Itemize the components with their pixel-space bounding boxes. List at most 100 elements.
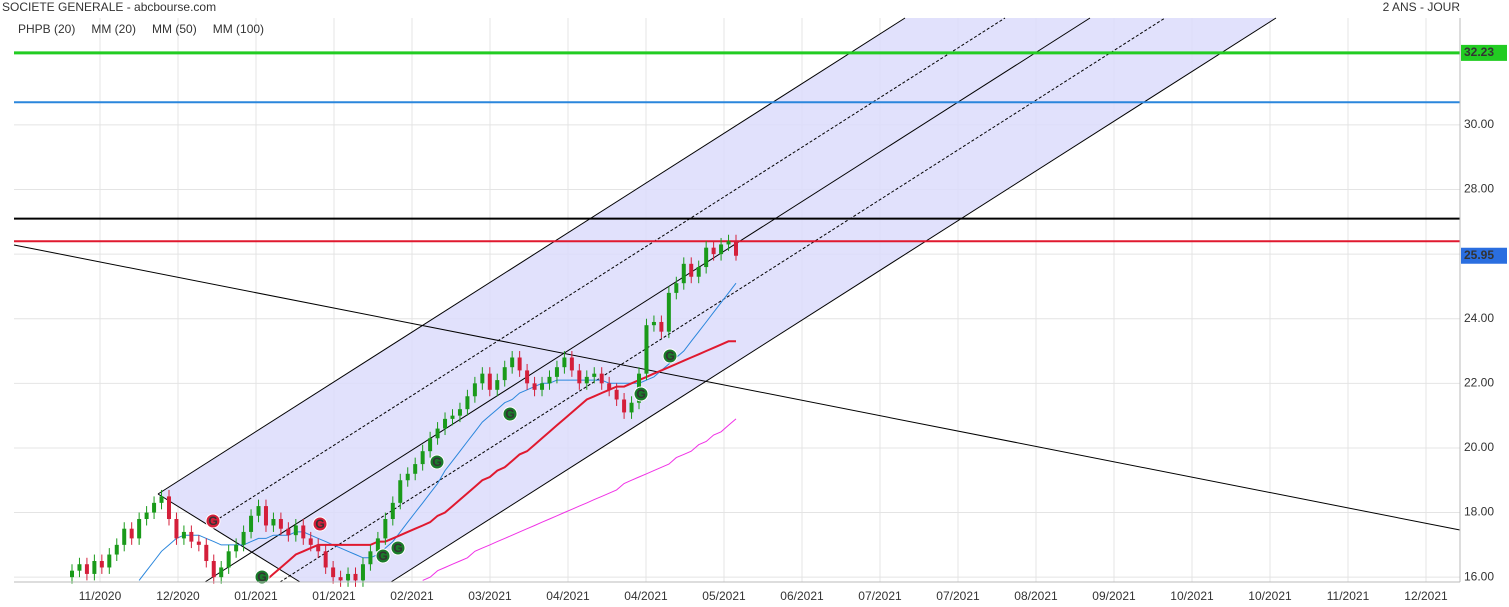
candle-body <box>487 373 492 390</box>
candle-body <box>719 244 724 255</box>
candle-body <box>286 528 291 536</box>
candle-body <box>70 570 74 578</box>
x-tick-label: 04/2021 <box>624 589 668 603</box>
candle-body <box>166 496 171 520</box>
candle-body <box>234 544 239 552</box>
price-label-box <box>1461 247 1507 264</box>
candle-body <box>107 554 112 568</box>
signal-marker <box>633 386 649 402</box>
candle-body <box>293 525 298 536</box>
candle-body <box>711 247 716 255</box>
moving-average <box>265 340 736 582</box>
candle-body <box>92 561 97 574</box>
candle-body <box>517 357 522 371</box>
candle-body <box>540 383 545 390</box>
candle-body <box>681 263 686 284</box>
candle-body <box>144 512 149 520</box>
candle-body <box>457 409 462 416</box>
candle-body <box>114 544 119 555</box>
candle-body <box>696 267 701 277</box>
candle-body <box>368 551 373 565</box>
legend-entry: MM (20) <box>91 22 136 36</box>
price-label: 25.95 <box>1464 248 1494 262</box>
candle-body <box>525 370 530 384</box>
candle-body <box>622 399 627 413</box>
candle-body <box>577 370 582 384</box>
x-tick-label: 10/2021 <box>1248 589 1292 603</box>
candle-body <box>435 428 440 439</box>
x-tick-label: 07/2021 <box>936 589 980 603</box>
candle-body <box>666 292 671 332</box>
candle-body <box>413 464 418 474</box>
x-tick-label: 07/2021 <box>858 589 902 603</box>
candle-body <box>569 357 574 371</box>
x-tick-label: 01/2021 <box>234 589 278 603</box>
candle-body <box>278 519 283 529</box>
channel-upper <box>157 17 906 495</box>
candle-body <box>189 531 194 542</box>
candle-body <box>256 506 261 516</box>
candle-body <box>734 241 738 256</box>
candle-body <box>659 321 664 332</box>
candle-body <box>614 389 619 400</box>
candle-body <box>219 567 224 578</box>
y-tick-label: 24.00 <box>1464 311 1494 325</box>
signal-label: G <box>208 514 217 528</box>
candle-body <box>398 480 403 503</box>
y-tick-label: 28.00 <box>1464 182 1494 196</box>
candle-body <box>689 263 694 277</box>
x-tick-label: 03/2021 <box>468 589 512 603</box>
legend-entry: MM (100) <box>213 22 264 36</box>
signal-marker <box>502 406 518 422</box>
x-tick-label: 09/2021 <box>1092 589 1136 603</box>
x-tick-label: 06/2021 <box>780 589 824 603</box>
signal-marker <box>312 516 328 532</box>
level-label-box <box>1461 44 1507 61</box>
chart-title: SOCIETE GENERALE - abcbourse.com <box>2 0 216 14</box>
candle-body <box>510 357 515 368</box>
candle-body <box>651 321 656 326</box>
candle-body <box>465 396 470 410</box>
signal-label: G <box>432 455 441 469</box>
x-tick-label: 04/2021 <box>546 589 590 603</box>
candle-body <box>584 376 589 384</box>
x-tick-label: 08/2021 <box>1014 589 1058 603</box>
candle-body <box>271 519 276 526</box>
candle-body <box>301 525 306 539</box>
y-tick-label: 16.00 <box>1464 569 1494 583</box>
candle-body <box>122 528 127 545</box>
candle-body <box>532 383 537 390</box>
x-tick-label: 05/2021 <box>702 589 746 603</box>
candle-body <box>174 519 179 539</box>
signal-marker <box>662 348 678 364</box>
signal-label: G <box>378 549 387 563</box>
candle-body <box>480 373 485 384</box>
candle-body <box>547 376 552 384</box>
candle-body <box>331 567 336 578</box>
candle-body <box>704 247 709 268</box>
x-tick-label: 10/2021 <box>1170 589 1214 603</box>
candle-body <box>196 541 201 545</box>
x-tick-label: 12/2021 <box>1404 589 1448 603</box>
channel-middle <box>204 17 1091 583</box>
signal-marker <box>254 569 270 585</box>
candle-body <box>226 551 231 568</box>
candle-body <box>211 561 216 578</box>
y-tick-label: 30.00 <box>1464 117 1494 131</box>
channel-edge <box>157 493 301 583</box>
candle-body <box>159 496 164 503</box>
candle-body <box>554 367 559 377</box>
candle-body <box>726 241 731 245</box>
candle-body <box>346 573 351 581</box>
x-tick-label: 12/2020 <box>156 589 200 603</box>
legend-entry: MM (50) <box>152 22 197 36</box>
x-tick-label: 01/2021 <box>312 589 356 603</box>
candle-body <box>383 519 388 539</box>
candle-body <box>353 573 358 581</box>
candle-body <box>338 577 343 581</box>
signal-label: G <box>665 349 674 363</box>
x-tick-label: 11/2021 <box>1327 589 1370 603</box>
candle-body <box>390 502 395 520</box>
